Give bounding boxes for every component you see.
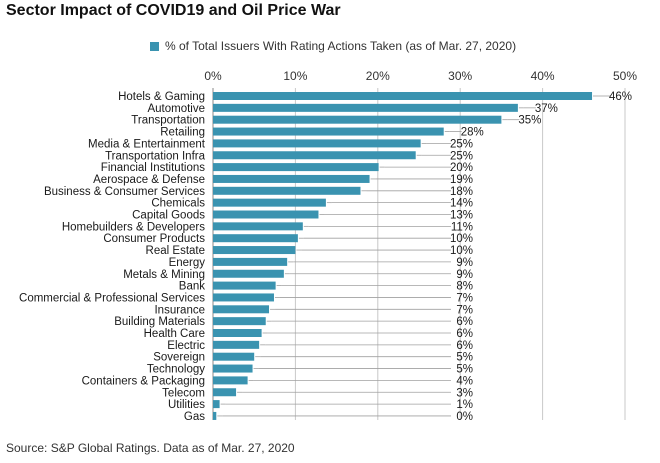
category-label: Telecom bbox=[162, 387, 205, 399]
x-tick-label: 10% bbox=[283, 69, 307, 83]
data-label: 3% bbox=[456, 387, 473, 399]
data-label: 11% bbox=[451, 221, 473, 233]
bar bbox=[213, 329, 262, 337]
bar bbox=[213, 92, 593, 100]
bar bbox=[213, 388, 237, 397]
data-label: 18% bbox=[450, 186, 473, 198]
bar bbox=[213, 293, 274, 302]
category-label: Real Estate bbox=[146, 245, 205, 257]
data-label: 46% bbox=[609, 91, 632, 103]
bar bbox=[213, 222, 303, 231]
chart-title: Sector Impact of COVID19 and Oil Price W… bbox=[6, 2, 341, 19]
category-label: Health Care bbox=[144, 328, 205, 340]
bar bbox=[213, 257, 288, 266]
category-label: Energy bbox=[169, 257, 206, 269]
data-label: 37% bbox=[535, 103, 558, 115]
data-label: 7% bbox=[456, 304, 473, 316]
category-label: Retailing bbox=[160, 127, 205, 139]
data-label: 10% bbox=[450, 233, 473, 245]
x-tick-label: 20% bbox=[366, 69, 390, 83]
data-label: 6% bbox=[456, 316, 473, 328]
data-label: 13% bbox=[450, 210, 473, 222]
bar bbox=[213, 317, 266, 326]
data-label: 19% bbox=[450, 174, 473, 186]
x-tick-label: 50% bbox=[613, 69, 637, 83]
bar bbox=[213, 163, 379, 172]
data-label: 5% bbox=[456, 352, 473, 364]
category-label: Commercial & Professional Services bbox=[19, 292, 205, 304]
data-label: 9% bbox=[456, 257, 473, 269]
data-label: 20% bbox=[450, 162, 473, 174]
data-label: 6% bbox=[456, 340, 473, 352]
x-tick-label: 30% bbox=[448, 69, 472, 83]
data-label: 10% bbox=[450, 245, 473, 257]
x-tick-label: 0% bbox=[204, 69, 222, 83]
bar bbox=[213, 151, 416, 160]
category-label: Aerospace & Defense bbox=[93, 174, 205, 186]
bar bbox=[213, 411, 217, 420]
category-label: Containers & Packaging bbox=[82, 375, 205, 387]
source-note: Source: S&P Global Ratings. Data as of M… bbox=[6, 441, 295, 455]
bar bbox=[213, 139, 421, 148]
category-label: Chemicals bbox=[151, 198, 205, 210]
category-label: Building Materials bbox=[114, 316, 205, 328]
bar bbox=[213, 115, 502, 124]
legend-label: % of Total Issuers With Rating Actions T… bbox=[165, 39, 517, 53]
bar bbox=[213, 127, 444, 136]
data-label: 8% bbox=[456, 281, 473, 293]
bar bbox=[213, 364, 253, 373]
bar bbox=[213, 400, 220, 409]
bar bbox=[213, 340, 260, 349]
category-label: Financial Institutions bbox=[101, 162, 205, 174]
data-label: 25% bbox=[450, 138, 473, 150]
category-label: Technology bbox=[147, 364, 205, 376]
legend: % of Total Issuers With Rating Actions T… bbox=[150, 39, 516, 53]
data-label: 1% bbox=[456, 399, 473, 411]
data-label: 9% bbox=[456, 269, 473, 281]
bar bbox=[213, 269, 284, 278]
bar bbox=[213, 174, 370, 183]
data-label: 5% bbox=[456, 364, 473, 376]
category-label: Utilities bbox=[168, 399, 205, 411]
bar bbox=[213, 281, 276, 290]
category-label: Business & Consumer Services bbox=[44, 186, 205, 198]
bar bbox=[213, 246, 296, 255]
category-label: Homebuilders & Developers bbox=[62, 221, 205, 233]
bar bbox=[213, 198, 326, 207]
data-label: 6% bbox=[456, 328, 473, 340]
data-label: 35% bbox=[518, 115, 541, 127]
bar bbox=[213, 376, 248, 385]
category-label: Electric bbox=[167, 340, 205, 352]
bar bbox=[213, 234, 298, 243]
category-label: Capital Goods bbox=[132, 210, 205, 222]
legend-swatch bbox=[150, 41, 159, 51]
x-tick-label: 40% bbox=[531, 69, 555, 83]
data-label: 14% bbox=[450, 198, 473, 210]
category-label: Metals & Mining bbox=[123, 269, 205, 281]
category-label: Media & Entertainment bbox=[88, 138, 206, 150]
bar bbox=[213, 352, 255, 361]
category-label: Hotels & Gaming bbox=[118, 91, 205, 103]
bar bbox=[213, 103, 518, 112]
category-label: Consumer Products bbox=[103, 233, 205, 245]
data-label: 0% bbox=[456, 411, 473, 423]
category-label: Transportation Infra bbox=[105, 150, 206, 162]
data-label: 25% bbox=[450, 150, 473, 162]
category-label: Automotive bbox=[147, 103, 205, 115]
data-label: 28% bbox=[461, 127, 484, 139]
category-label: Transportation bbox=[131, 115, 205, 127]
category-label: Sovereign bbox=[153, 352, 205, 364]
bar bbox=[213, 186, 361, 195]
category-label: Bank bbox=[179, 281, 205, 293]
bar bbox=[213, 210, 319, 219]
bar bbox=[213, 305, 270, 314]
category-label: Gas bbox=[184, 411, 205, 423]
data-label: 4% bbox=[456, 375, 473, 387]
category-label: Insurance bbox=[154, 304, 205, 316]
data-label: 7% bbox=[456, 292, 473, 304]
